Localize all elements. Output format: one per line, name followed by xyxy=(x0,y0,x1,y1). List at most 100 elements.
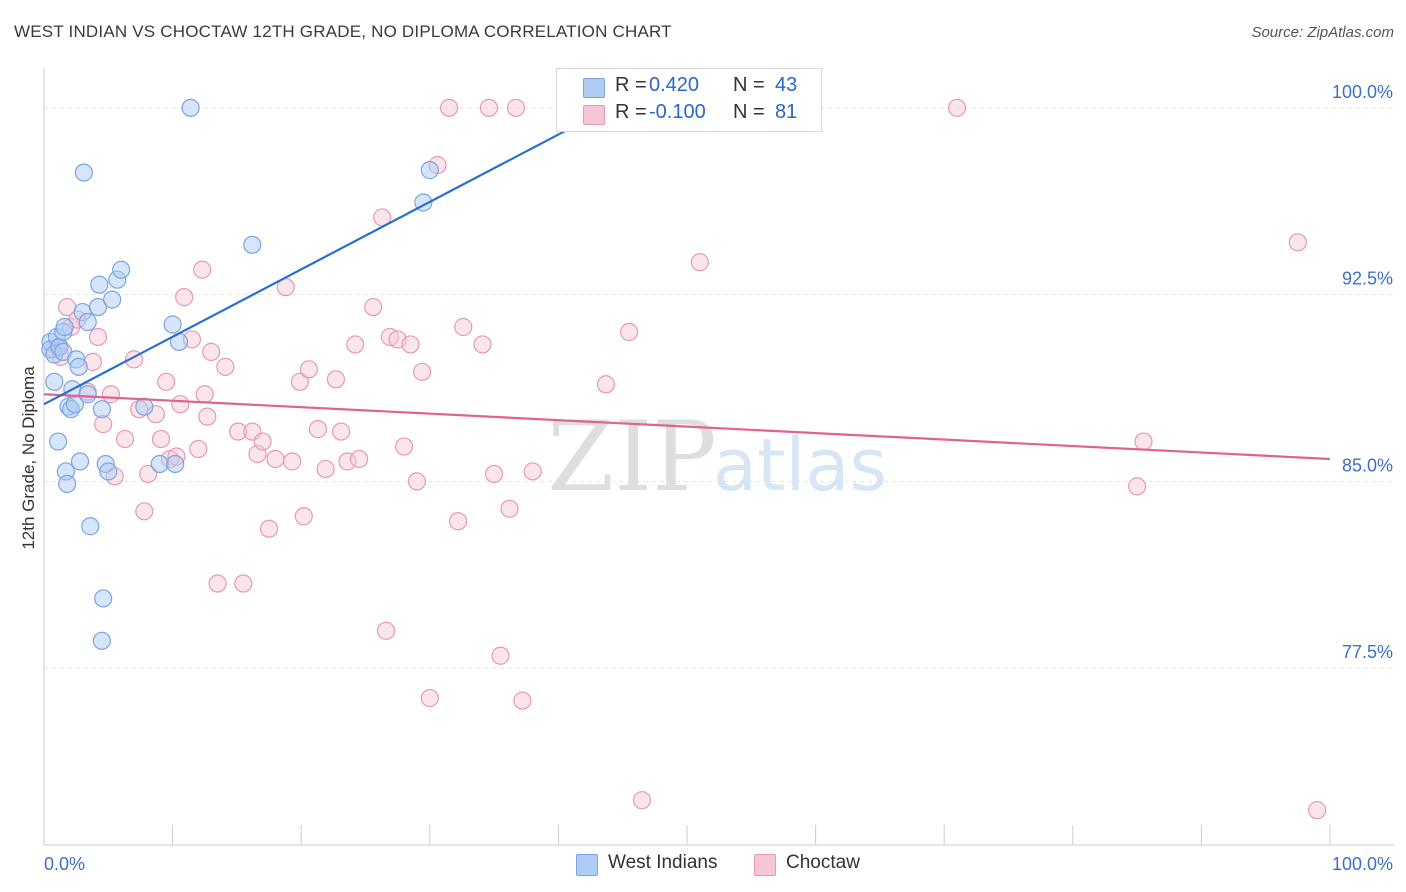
legend-swatch-blue xyxy=(576,854,598,876)
choctaw-point xyxy=(234,574,253,593)
choctaw-point xyxy=(266,449,285,469)
west-indians-point xyxy=(243,235,262,254)
y-tick-label: 92.5% xyxy=(1342,269,1393,289)
choctaw-point xyxy=(448,512,468,531)
legend-n-value: 81 xyxy=(775,101,798,123)
choctaw-point xyxy=(394,437,414,456)
choctaw-point xyxy=(485,464,504,484)
choctaw-point xyxy=(407,472,427,491)
west-indians-trend-line xyxy=(43,126,572,406)
legend-r-label: R = xyxy=(615,101,647,123)
west-indians-point xyxy=(90,275,109,294)
choctaw-point xyxy=(316,459,335,479)
choctaw-point xyxy=(349,449,369,469)
choctaw-point xyxy=(175,288,194,307)
source-label: Source: ZipAtlas.com xyxy=(1251,24,1394,41)
trend-lines xyxy=(43,126,1331,461)
choctaw-point xyxy=(346,335,365,354)
choctaw-point xyxy=(193,260,212,279)
legend-n-label: N = xyxy=(733,101,765,123)
legend-label: West Indians xyxy=(608,852,718,873)
west-indians-point xyxy=(92,631,111,650)
choctaw-point xyxy=(294,507,313,526)
y-tick-label: 85.0% xyxy=(1342,455,1393,475)
tick-labels: 77.5% 85.0% 92.5% 100.0% 0.0% 100.0% xyxy=(44,82,1393,874)
west-indians-point xyxy=(135,397,154,416)
choctaw-point xyxy=(208,574,227,593)
choctaw-point xyxy=(500,499,519,518)
choctaw-point xyxy=(157,372,176,391)
choctaw-point xyxy=(596,375,616,394)
y-tick-label: 77.5% xyxy=(1342,642,1393,662)
chart-title: WEST INDIAN VS CHOCTAW 12TH GRADE, NO DI… xyxy=(14,22,672,41)
legend-n-value: 43 xyxy=(775,74,798,96)
legend-r-value: -0.100 xyxy=(649,101,706,123)
choctaw-point xyxy=(189,439,208,459)
choctaw-point xyxy=(401,335,420,354)
choctaw-point xyxy=(216,357,235,376)
choctaw-point xyxy=(326,370,346,389)
choctaw-point xyxy=(473,335,492,354)
west-indians-point xyxy=(166,454,185,474)
choctaw-point xyxy=(454,317,473,337)
choctaw-trend-line xyxy=(43,393,1331,461)
choctaw-point xyxy=(115,429,135,449)
choctaw-point xyxy=(1308,801,1327,820)
west-indians-point xyxy=(78,312,97,332)
choctaw-point xyxy=(947,98,967,117)
west-indians-point xyxy=(150,454,169,474)
choctaw-point xyxy=(439,98,459,117)
legend-swatch-pink xyxy=(583,105,605,125)
choctaw-point xyxy=(101,385,120,404)
west-indians-point xyxy=(92,400,111,419)
choctaw-point xyxy=(690,253,709,272)
x-tick-label: 100.0% xyxy=(1332,854,1393,874)
choctaw-point xyxy=(308,420,328,439)
west-indians-point xyxy=(112,260,131,279)
west-indians-point xyxy=(74,163,93,182)
choctaw-point xyxy=(253,432,272,451)
choctaw-point xyxy=(290,372,310,391)
choctaw-point xyxy=(198,407,217,426)
choctaw-point xyxy=(338,452,357,471)
watermark-zip: ZIP xyxy=(547,401,716,513)
x-tick-label: 0.0% xyxy=(44,854,85,874)
choctaw-point xyxy=(1134,432,1153,451)
choctaw-point xyxy=(412,362,432,381)
west-indians-point xyxy=(81,517,100,536)
choctaw-point xyxy=(491,646,510,665)
choctaw-point xyxy=(513,691,532,710)
choctaw-point xyxy=(506,98,526,117)
choctaw-point xyxy=(420,688,439,708)
choctaw-point xyxy=(202,342,221,362)
legend-label: Choctaw xyxy=(786,852,860,873)
choctaw-point xyxy=(151,429,171,449)
choctaw-point xyxy=(523,462,542,481)
west-indians-point xyxy=(88,297,108,317)
choctaw-point xyxy=(376,621,396,640)
west-indians-points xyxy=(41,98,439,650)
choctaw-point xyxy=(135,502,154,521)
west-indians-point xyxy=(181,98,200,117)
choctaw-point xyxy=(479,98,499,117)
legend-swatch-pink xyxy=(754,854,776,876)
west-indians-point xyxy=(49,432,68,451)
choctaw-point xyxy=(88,327,108,347)
choctaw-point xyxy=(299,360,319,379)
choctaw-point xyxy=(1127,477,1147,496)
west-indians-point xyxy=(55,317,74,337)
y-tick-label: 100.0% xyxy=(1332,82,1393,102)
west-indians-point xyxy=(420,161,439,180)
choctaw-point xyxy=(620,322,639,342)
choctaw-point xyxy=(1288,233,1307,252)
legend-r-label: R = xyxy=(615,74,647,96)
west-indians-point xyxy=(163,315,182,334)
choctaw-point xyxy=(195,385,214,404)
correlation-legend: R = 0.420 N = 43 R = -0.100 N = 81 xyxy=(556,68,822,132)
west-indians-point xyxy=(45,372,64,391)
choctaw-point xyxy=(229,422,248,441)
axes xyxy=(43,68,1394,846)
west-indians-point xyxy=(70,452,90,471)
watermark-atlas: atlas xyxy=(713,423,887,507)
